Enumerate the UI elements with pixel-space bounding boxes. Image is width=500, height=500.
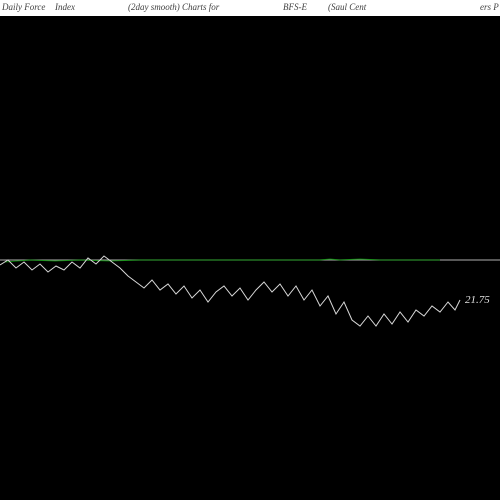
chart-title-bar: Daily Force Index (2day smooth) Charts for…: [0, 0, 500, 16]
current-value-label: 21.75: [465, 294, 490, 306]
chart-canvas: [0, 0, 500, 500]
title-segment: ers P: [480, 2, 499, 12]
force-index-chart: Daily Force Index (2day smooth) Charts for…: [0, 0, 500, 500]
title-segment: (Saul Cent: [328, 2, 366, 12]
title-segment: (2day smooth) Charts for: [128, 2, 219, 12]
title-segment: Daily Force: [2, 2, 45, 12]
title-segment: BFS-E: [283, 2, 307, 12]
title-segment: Index: [55, 2, 75, 12]
